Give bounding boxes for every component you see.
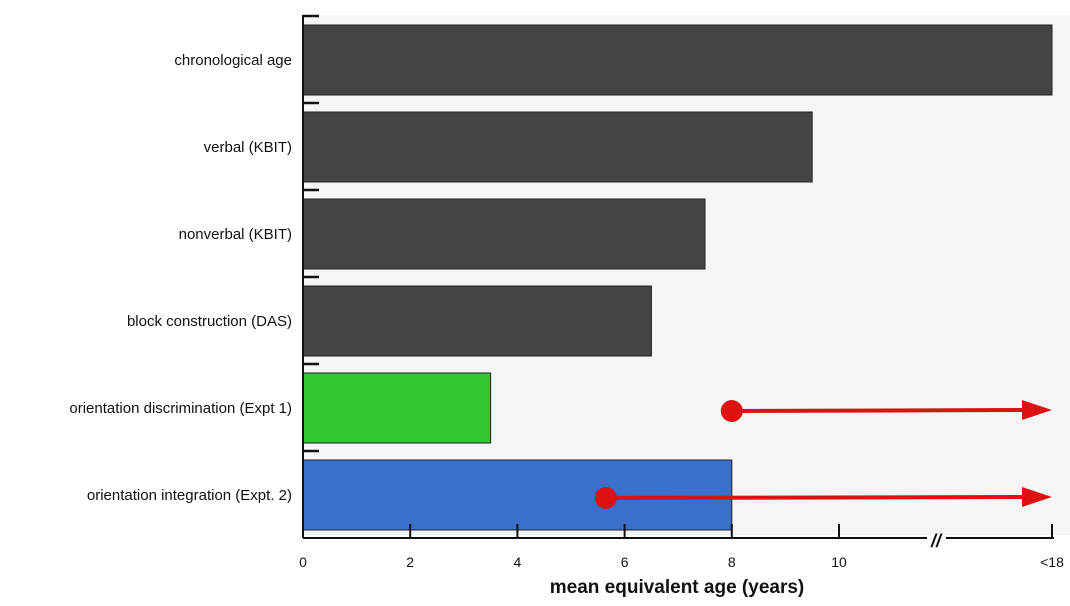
arrow-shaft	[605, 495, 1027, 500]
x-tick-label: 4	[514, 554, 522, 570]
category-label: nonverbal (KBIT)	[179, 226, 292, 243]
bar	[302, 459, 733, 531]
x-tick-label: <18	[1040, 554, 1064, 570]
category-label: verbal (KBIT)	[204, 139, 292, 156]
category-label: chronological age	[174, 52, 292, 69]
x-axis-title: mean equivalent age (years)	[550, 577, 805, 598]
axis-break-marker: //	[930, 531, 943, 551]
category-label: orientation integration (Expt. 2)	[87, 487, 292, 504]
labels-layer: chronological age verbal (KBIT) nonverbal …	[69, 52, 1064, 570]
arrowhead	[1022, 400, 1052, 420]
axes-layer	[302, 14, 1054, 539]
bar	[302, 111, 813, 183]
arrow-shaft	[731, 408, 1027, 413]
x-tick-label: 10	[831, 554, 847, 570]
bar	[302, 285, 652, 357]
red-arrow	[720, 400, 1052, 422]
x-tick-label: 0	[299, 554, 307, 570]
bar	[302, 198, 706, 270]
red-arrow	[594, 487, 1052, 509]
category-label: orientation discrimination (Expt 1)	[69, 400, 292, 417]
plot-background	[303, 15, 1070, 535]
x-tick-label: 6	[621, 554, 629, 570]
bars-layer	[302, 24, 1053, 531]
arrow-start-dot	[594, 487, 617, 509]
arrow-start-dot	[720, 400, 743, 422]
category-label: block construction (DAS)	[127, 313, 292, 330]
x-tick-label: 8	[728, 554, 736, 570]
x-tick-label: 2	[406, 554, 414, 570]
arrows-layer	[594, 400, 1052, 509]
bar	[302, 24, 1053, 96]
arrowhead	[1022, 487, 1052, 507]
bar	[302, 372, 492, 444]
